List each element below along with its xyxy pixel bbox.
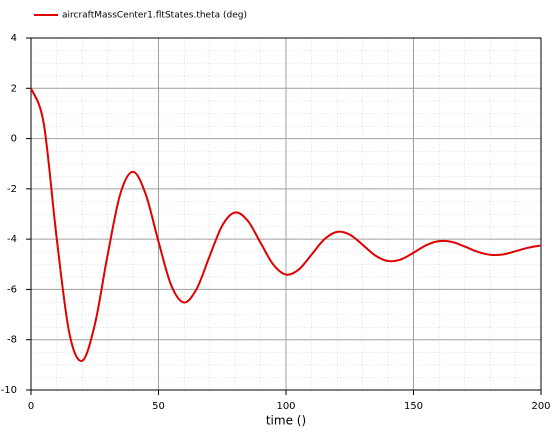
legend-label: aircraftMassCenter1.fltStates.theta (deg… bbox=[62, 11, 247, 21]
y-tick-label: 0 bbox=[11, 134, 17, 145]
y-tick-label: -6 bbox=[7, 284, 17, 295]
y-tick-label: -2 bbox=[7, 184, 17, 195]
y-tick-label: -8 bbox=[7, 335, 17, 346]
x-tick-label: 0 bbox=[28, 401, 34, 412]
y-tick-label: 2 bbox=[11, 83, 17, 94]
x-tick-label: 100 bbox=[276, 401, 295, 412]
x-axis-label: time () bbox=[266, 414, 306, 428]
x-tick-label: 50 bbox=[152, 401, 165, 412]
x-tick-label: 150 bbox=[404, 401, 423, 412]
x-tick-label: 200 bbox=[531, 401, 550, 412]
y-tick-label: -10 bbox=[1, 385, 17, 396]
series-line bbox=[30, 87, 542, 362]
y-tick-label: -4 bbox=[7, 234, 17, 245]
y-tick-label: 4 bbox=[11, 33, 17, 44]
